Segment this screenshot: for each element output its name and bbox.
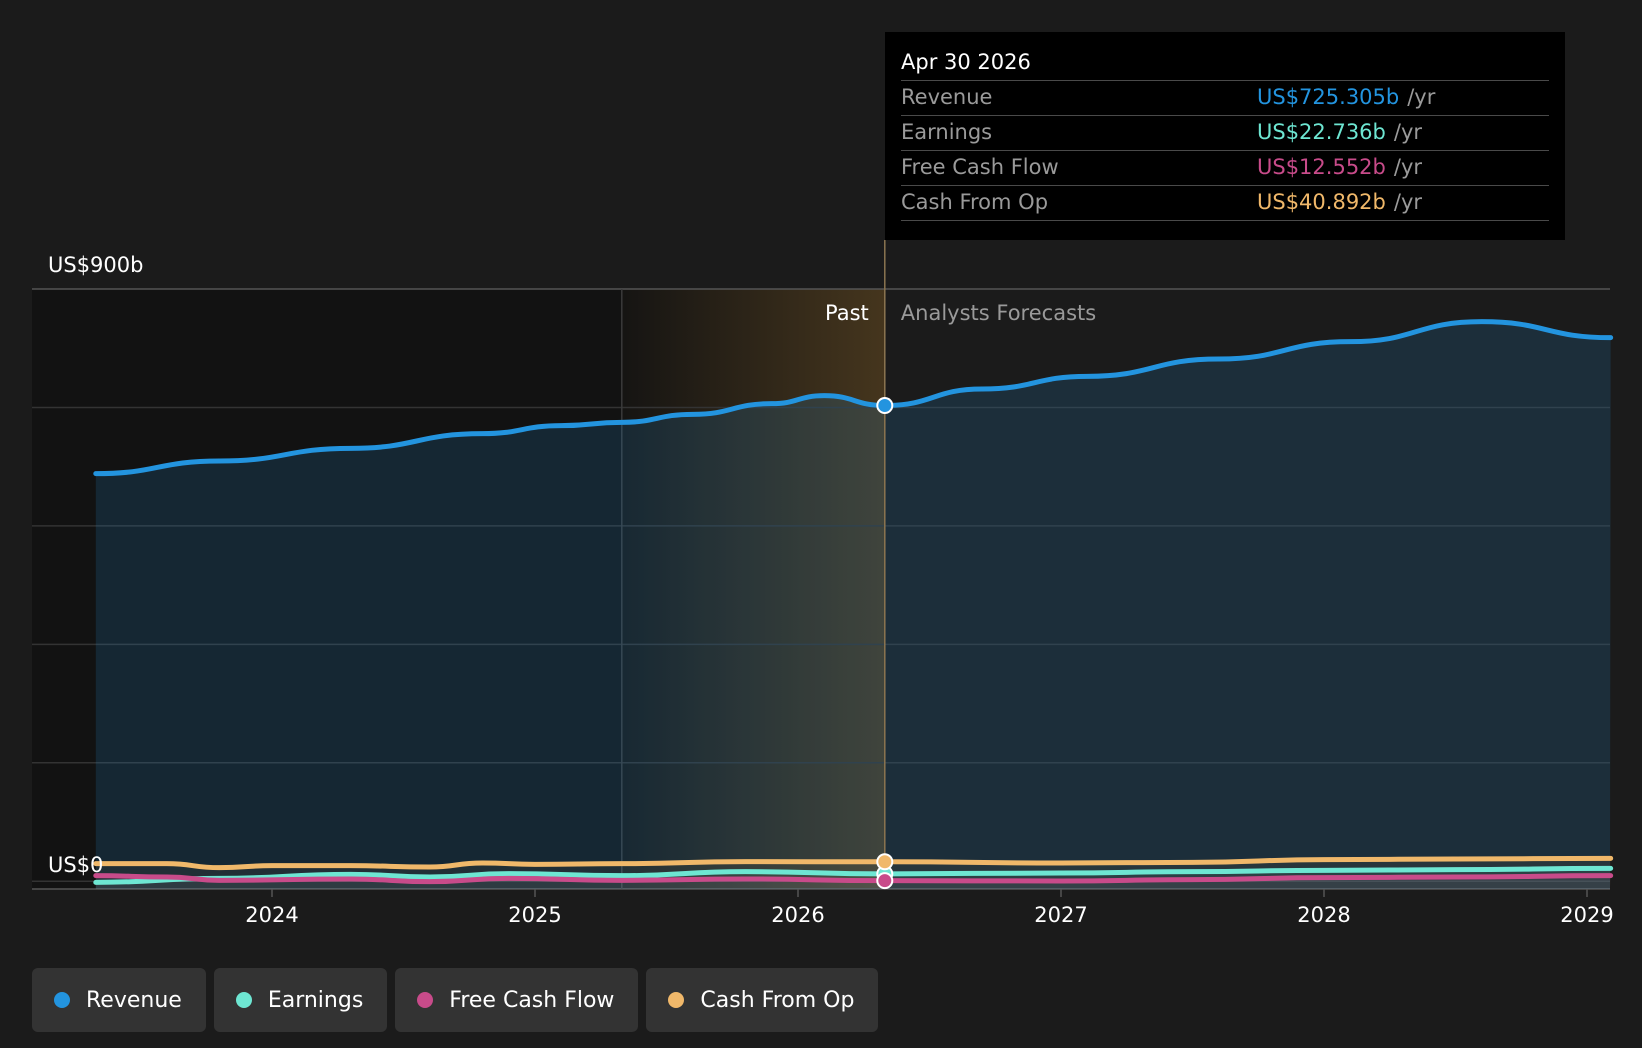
area-revenue <box>95 321 1611 890</box>
x-tick-label: 2029 <box>1560 903 1613 927</box>
line-free_cash_flow <box>93 873 1614 885</box>
line-cash_from_op <box>93 855 1614 871</box>
x-axis: 2024 2025 2026 2027 2028 2029 <box>245 889 1614 927</box>
marker-free_cash_flow <box>876 872 894 890</box>
tooltip-row-free-cash-flow: Free Cash Flow US$12.552b /yr <box>901 150 1549 185</box>
tooltip-unit: /yr <box>1407 85 1436 109</box>
tooltip: Apr 30 2026 Revenue US$725.305b /yr Earn… <box>885 32 1565 240</box>
tooltip-value: US$22.736b <box>1257 120 1386 144</box>
tooltip-rows: Revenue US$725.305b /yr Earnings US$22.7… <box>901 80 1549 221</box>
legend-item-cash-from-op[interactable]: Cash From Op <box>646 968 879 1032</box>
legend-dot-icon <box>54 992 70 1008</box>
series-lines <box>93 319 1614 885</box>
line-earnings <box>93 865 1614 885</box>
tooltip-unit: /yr <box>1393 155 1423 179</box>
tooltip-unit: /yr <box>1393 190 1423 214</box>
tooltip-label: Cash From Op <box>901 190 1049 214</box>
x-tick-label: 2027 <box>1034 903 1087 927</box>
legend-dot-icon <box>235 992 252 1008</box>
tooltip-label: Free Cash Flow <box>901 155 1059 179</box>
legend-label: Free Cash Flow <box>449 987 615 1013</box>
tooltip-value: US$40.892b <box>1257 190 1386 214</box>
tooltip-label: Revenue <box>901 85 993 109</box>
legend-item-free-cash-flow[interactable]: Free Cash Flow <box>395 968 639 1032</box>
tooltip-unit: /yr <box>1393 120 1423 144</box>
line-revenue <box>93 319 1614 477</box>
legend: Revenue Earnings Free Cash Flow Cash Fro… <box>32 968 879 1032</box>
x-tick-label: 2028 <box>1297 903 1350 927</box>
legend-label: Cash From Op <box>700 987 855 1013</box>
x-tick-label: 2026 <box>771 903 824 927</box>
tooltip-value: US$725.305b <box>1257 85 1400 109</box>
tooltip-label: Earnings <box>901 120 993 144</box>
forecast-label: Analysts Forecasts <box>901 301 1096 325</box>
tooltip-row-cash-from-op: Cash From Op US$40.892b /yr <box>901 185 1549 221</box>
legend-dot-icon <box>417 992 434 1008</box>
y-label-top: US$900b <box>48 253 143 277</box>
legend-item-earnings[interactable]: Earnings <box>213 968 388 1032</box>
tooltip-row-earnings: Earnings US$22.736b /yr <box>901 115 1549 150</box>
tooltip-value: US$12.552b <box>1257 155 1386 179</box>
legend-dot-icon <box>668 992 685 1008</box>
legend-label: Earnings <box>267 987 364 1013</box>
marker-revenue <box>876 396 894 414</box>
x-tick-label: 2024 <box>245 903 298 927</box>
tooltip-row-revenue: Revenue US$725.305b /yr <box>901 80 1549 115</box>
x-tick-label: 2025 <box>508 903 561 927</box>
tooltip-date: Apr 30 2026 <box>901 50 1031 74</box>
marker-cash_from_op <box>876 853 894 871</box>
past-highlight <box>621 289 885 889</box>
legend-label: Revenue <box>86 987 182 1013</box>
legend-item-revenue[interactable]: Revenue <box>32 968 206 1032</box>
y-label-bottom: US$0 <box>48 853 103 877</box>
past-label: Past <box>825 301 869 325</box>
series-markers <box>876 396 894 890</box>
